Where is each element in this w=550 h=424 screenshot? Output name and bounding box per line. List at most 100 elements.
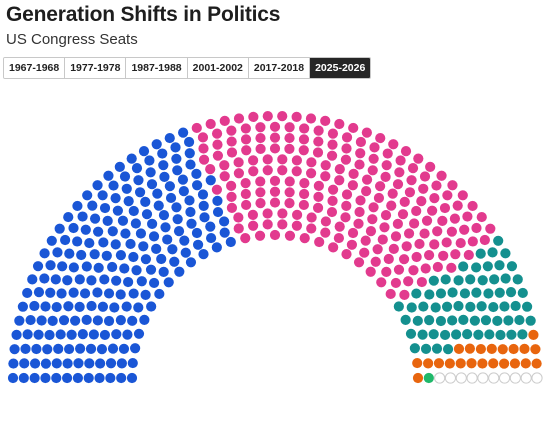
seat-dot-segment-2 bbox=[517, 329, 528, 340]
seat-dot-segment-0 bbox=[22, 329, 33, 340]
seat-dot-segment-1 bbox=[299, 233, 310, 244]
seat-dot-segment-0 bbox=[74, 301, 85, 312]
seat-dot-segment-1 bbox=[299, 178, 310, 189]
seat-dot-segment-5 bbox=[531, 372, 543, 384]
seat-dot-segment-1 bbox=[291, 155, 302, 166]
seat-dot-segment-2 bbox=[495, 329, 506, 341]
seat-dot-segment-1 bbox=[368, 202, 379, 213]
seat-dot-segment-1 bbox=[320, 160, 331, 171]
seat-dot-segment-1 bbox=[425, 161, 436, 172]
seat-dot-segment-0 bbox=[140, 196, 151, 208]
seat-dot-segment-1 bbox=[431, 180, 442, 191]
seat-dot-segment-1 bbox=[376, 277, 387, 288]
seat-dot-segment-1 bbox=[306, 157, 317, 168]
seat-dot-segment-2 bbox=[441, 301, 453, 312]
seat-dot-segment-1 bbox=[262, 208, 273, 219]
seat-dot-segment-1 bbox=[326, 206, 338, 218]
seat-dot-segment-1 bbox=[479, 234, 490, 246]
seat-dot-segment-2 bbox=[465, 274, 476, 285]
seat-dot-segment-1 bbox=[327, 128, 339, 139]
seat-dot-segment-0 bbox=[64, 248, 75, 259]
seat-dot-segment-0 bbox=[211, 242, 222, 253]
seat-dot-segment-0 bbox=[115, 315, 126, 326]
tab-2025-2026[interactable]: 2025-2026 bbox=[310, 58, 371, 78]
seat-dot-segment-0 bbox=[206, 232, 217, 244]
seat-dot-segment-1 bbox=[233, 168, 244, 179]
seat-dot-segment-2 bbox=[514, 314, 525, 326]
seat-dot-segment-0 bbox=[153, 200, 164, 211]
seat-dot-segment-1 bbox=[298, 134, 310, 145]
seat-dot-segment-2 bbox=[482, 261, 493, 272]
seat-dot-segment-0 bbox=[115, 289, 126, 300]
seat-dot-segment-2 bbox=[409, 343, 420, 354]
seat-dot-segment-1 bbox=[226, 136, 237, 147]
seat-dot-segment-0 bbox=[82, 190, 93, 201]
seat-dot-segment-1 bbox=[298, 199, 309, 211]
seat-dot-segment-5 bbox=[509, 372, 521, 384]
seat-dot-segment-2 bbox=[465, 301, 476, 312]
seat-dot-segment-0 bbox=[94, 372, 105, 384]
seat-dot-segment-1 bbox=[429, 239, 440, 250]
seat-dot-segment-1 bbox=[375, 181, 386, 192]
tab-1987-1988[interactable]: 1987-1988 bbox=[126, 58, 188, 78]
seat-dot-segment-1 bbox=[485, 223, 496, 234]
tab-1967-1968[interactable]: 1967-1968 bbox=[4, 58, 66, 78]
seat-dot-segment-1 bbox=[377, 234, 388, 245]
seat-dot-segment-3 bbox=[466, 358, 477, 369]
seat-dot-segment-1 bbox=[399, 196, 410, 208]
seat-dot-segment-0 bbox=[136, 276, 147, 287]
seat-dot-segment-3 bbox=[423, 358, 434, 369]
seat-dot-segment-1 bbox=[462, 211, 473, 222]
seat-dot-segment-0 bbox=[111, 329, 122, 340]
seat-dot-segment-0 bbox=[32, 261, 44, 272]
seat-dot-segment-0 bbox=[164, 132, 175, 144]
seat-dot-segment-1 bbox=[313, 180, 324, 191]
seat-dot-segment-1 bbox=[269, 197, 281, 208]
seat-dot-segment-2 bbox=[512, 274, 523, 285]
seat-dot-segment-0 bbox=[83, 372, 94, 384]
seat-dot-segment-0 bbox=[40, 301, 51, 312]
seat-dot-segment-0 bbox=[184, 195, 195, 206]
tab-2017-2018[interactable]: 2017-2018 bbox=[248, 58, 311, 78]
seat-dot-segment-1 bbox=[241, 145, 252, 156]
seat-dot-segment-0 bbox=[56, 288, 67, 299]
seat-dot-segment-0 bbox=[46, 235, 57, 246]
seat-dot-segment-1 bbox=[404, 187, 416, 198]
seat-dot-segment-1 bbox=[382, 148, 393, 159]
seat-dot-segment-2 bbox=[440, 274, 451, 285]
seat-dot-segment-1 bbox=[437, 215, 448, 226]
seat-dot-segment-0 bbox=[127, 357, 138, 369]
tab-1977-1978[interactable]: 1977-1978 bbox=[65, 58, 127, 78]
seat-dot-segment-1 bbox=[240, 178, 251, 189]
seat-dot-segment-1 bbox=[298, 145, 309, 156]
seat-dot-segment-0 bbox=[93, 262, 104, 273]
seat-dot-segment-2 bbox=[424, 315, 435, 326]
seat-dot-segment-0 bbox=[88, 329, 99, 340]
seat-dot-segment-1 bbox=[441, 237, 452, 248]
tab-2001-2002[interactable]: 2001-2002 bbox=[187, 58, 249, 78]
seat-dot-segment-0 bbox=[120, 228, 131, 239]
seat-dot-segment-0 bbox=[99, 329, 111, 341]
seat-dot-segment-0 bbox=[72, 200, 83, 212]
seat-dot-segment-3 bbox=[488, 358, 499, 369]
seat-dot-segment-1 bbox=[240, 188, 251, 200]
seat-dot-segment-1 bbox=[392, 179, 404, 190]
seat-dot-segment-0 bbox=[96, 344, 108, 355]
seat-dot-segment-2 bbox=[418, 301, 429, 312]
chart-title: Generation Shifts in Politics bbox=[6, 3, 281, 26]
seat-dot-segment-1 bbox=[248, 111, 259, 122]
seat-dot-segment-1 bbox=[277, 111, 288, 122]
seat-dot-segment-2 bbox=[431, 343, 443, 354]
seat-dot-segment-0 bbox=[185, 159, 196, 170]
seat-dot-segment-2 bbox=[510, 300, 521, 312]
seat-dot-segment-1 bbox=[277, 219, 288, 230]
seat-dot-segment-0 bbox=[171, 153, 182, 164]
seat-dot-segment-1 bbox=[459, 224, 470, 235]
seat-dot-segment-5 bbox=[488, 372, 500, 384]
seat-dot-segment-0 bbox=[184, 148, 195, 159]
seat-dot-segment-1 bbox=[247, 209, 258, 220]
seat-dot-segment-0 bbox=[57, 261, 68, 272]
seat-dot-segment-0 bbox=[163, 277, 174, 288]
seat-dot-segment-1 bbox=[334, 221, 345, 232]
seat-dot-segment-1 bbox=[471, 222, 482, 234]
